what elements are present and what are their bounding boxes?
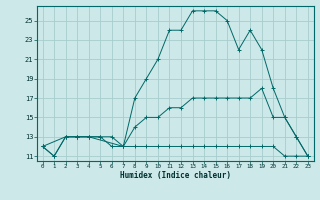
X-axis label: Humidex (Indice chaleur): Humidex (Indice chaleur) <box>120 171 231 180</box>
